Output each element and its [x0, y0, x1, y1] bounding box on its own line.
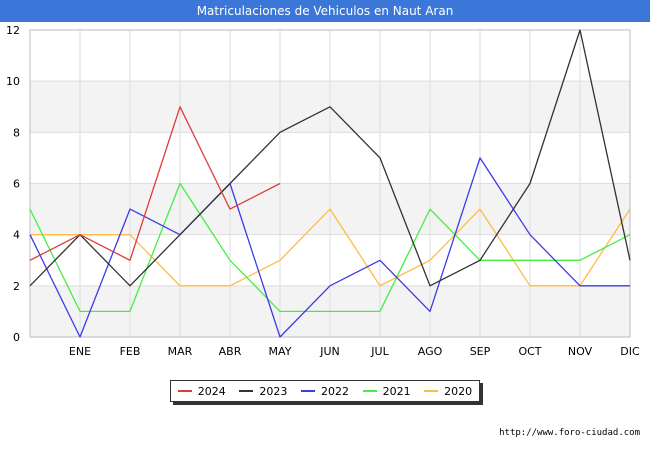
series-line-2022	[29, 157, 630, 338]
series-line-2023	[29, 29, 631, 287]
series-line-2024	[29, 106, 281, 261]
x-tick-label: SEP	[470, 345, 491, 358]
y-tick-label: 0	[13, 331, 20, 344]
x-tick-label: JUL	[370, 345, 389, 358]
x-tick-label: MAY	[269, 345, 292, 358]
series-lines	[29, 29, 631, 338]
y-tick-label: 4	[13, 229, 20, 242]
legend-label: 2024	[197, 384, 226, 398]
legend-swatch	[177, 390, 192, 392]
x-tick-label: FEB	[120, 345, 141, 358]
x-tick-label: DIC	[620, 345, 640, 358]
series-line-2020	[30, 208, 631, 287]
legend-swatch	[362, 390, 377, 392]
x-tick-label: ABR	[219, 345, 242, 358]
plot-border	[29, 29, 631, 338]
line-chart: 0 2 4 6 8 10 12 ENE FEB MAR ABR MAY JUN JUL AGO SEP OCT N…	[6, 24, 640, 358]
series-line-2021	[29, 182, 631, 313]
legend-item-2023: 2023	[239, 385, 287, 398]
y-tick-label: 12	[6, 24, 20, 37]
legend-swatch	[300, 390, 315, 392]
legend-swatch	[424, 390, 439, 392]
legend: 2024 2023 2022 2021 2020	[170, 380, 480, 402]
x-tick-label: AGO	[418, 345, 443, 358]
x-tick-label: ENE	[69, 345, 91, 358]
x-tick-label: JUN	[319, 345, 340, 358]
legend-item-2022: 2022	[300, 384, 349, 398]
legend-item-2021: 2021	[362, 384, 411, 398]
legend-label: 2023	[259, 384, 288, 398]
legend-item-2020: 2020	[424, 385, 472, 398]
axes	[29, 29, 631, 338]
y-tick-label: 10	[6, 75, 20, 88]
x-tick-label: OCT	[518, 345, 541, 358]
chart-title: Matriculaciones de Vehiculos en Naut Ara…	[0, 0, 650, 22]
x-tick-label: NOV	[568, 345, 593, 358]
legend-label: 2020	[444, 384, 473, 398]
y-tick-label: 2	[13, 280, 20, 293]
source-credit: http://www.foro-ciudad.com	[499, 428, 640, 438]
tick-labels: 0 2 4 6 8 10 12 ENE FEB MAR ABR MAY JUN JUL AGO SEP OCT N…	[6, 24, 640, 358]
y-tick-label: 6	[13, 178, 20, 191]
y-tick-label: 8	[13, 126, 20, 139]
legend-label: 2021	[382, 384, 411, 398]
x-tick-label: MAR	[168, 345, 193, 358]
legend-label: 2022	[320, 384, 349, 398]
legend-swatch	[239, 390, 254, 392]
legend-item-2024: 2024	[177, 384, 226, 398]
